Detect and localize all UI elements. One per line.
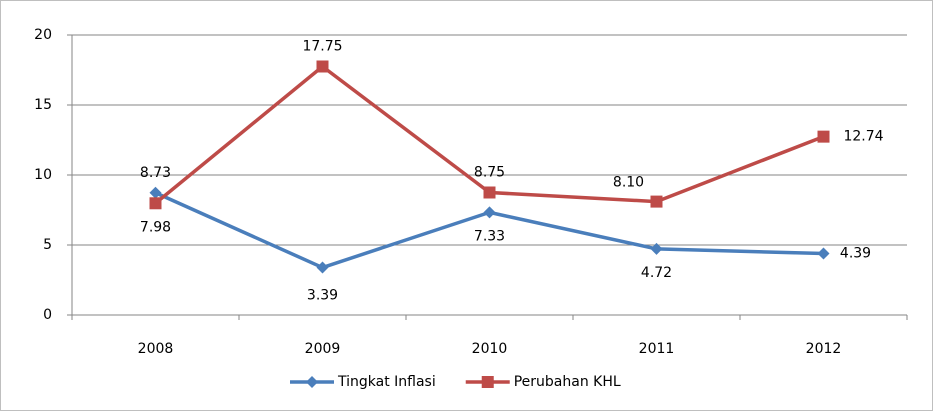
y-tick-label: 0 [43,307,52,323]
data-label: 4.39 [840,246,871,262]
data-label: 17.75 [302,39,342,55]
marker [481,376,494,388]
y-tick-label: 10 [34,167,52,183]
data-label: 8.75 [474,165,505,181]
marker [650,242,663,255]
x-tick-label: 2011 [639,341,675,357]
data-label: 7.98 [140,219,171,235]
marker [817,130,830,143]
data-label: 8.10 [613,175,644,191]
x-tick-label: 2012 [806,341,842,357]
y-tick-label: 20 [34,27,52,43]
x-tick-label: 2010 [472,341,508,357]
marker [306,376,318,388]
x-tick-label: 2009 [305,341,341,357]
y-tick-label: 5 [43,237,52,253]
marker [483,186,496,199]
marker [149,186,162,199]
data-label: 7.33 [474,228,505,244]
marker [817,247,830,260]
data-label: 3.39 [307,288,338,304]
data-label: 8.73 [140,165,171,181]
y-tick-label: 15 [34,97,52,113]
data-label: 4.72 [641,265,672,281]
marker [316,60,329,73]
marker [316,261,329,274]
legend-label: Perubahan KHL [514,374,621,390]
legend-label: Tingkat Inflasi [337,374,436,390]
data-label: 12.74 [843,129,883,145]
marker [149,197,162,210]
x-tick-label: 2008 [138,341,174,357]
marker [650,195,663,208]
marker [483,206,496,219]
